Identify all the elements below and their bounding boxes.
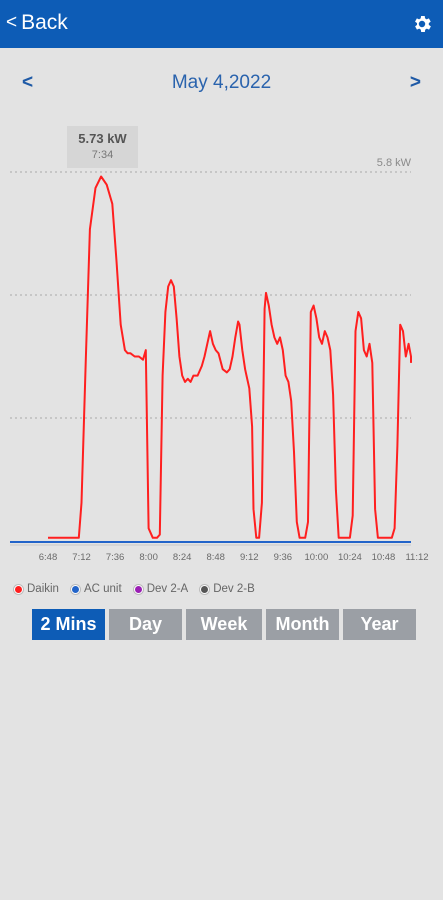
legend-label: Dev 2-B [213, 583, 255, 595]
x-tick-label: 8:48 [206, 552, 225, 563]
period-button-2-mins[interactable]: 2 Mins [32, 609, 105, 640]
x-tick-label: 6:48 [39, 552, 58, 563]
tooltip-time: 7:34 [91, 149, 114, 161]
power-chart[interactable]: 5.8 kW 6:48 7:12 7:36 8:00 8:24 8:48 9:12 9:36 10… [0, 0, 443, 575]
current-date[interactable]: May 4,2022 [171, 72, 272, 93]
chart-legend: Daikin AC unit Dev 2-A Dev 2-B [14, 580, 267, 598]
y-max-label: 5.8 kW [377, 157, 412, 169]
previous-date-button[interactable]: < [22, 72, 34, 93]
legend-dot-icon [14, 584, 23, 594]
chart-tooltip: 5.73 kW 7:34 [67, 126, 138, 168]
legend-dot-icon [133, 584, 143, 594]
legend-label: Daikin [27, 583, 59, 595]
x-tick-label: 10:24 [338, 552, 362, 563]
legend-label: Dev 2-A [146, 583, 189, 595]
back-label: Back [21, 11, 68, 34]
period-button-week[interactable]: Week [186, 609, 262, 640]
legend-item-daikin[interactable]: Daikin [14, 583, 59, 595]
next-date-button[interactable]: > [409, 72, 421, 93]
x-tick-label: 9:12 [240, 552, 259, 563]
settings-button[interactable] [411, 13, 433, 35]
x-tick-label: 7:12 [72, 552, 91, 563]
legend-dot-icon [70, 584, 80, 594]
legend-item-dev-2-b[interactable]: Dev 2-B [200, 583, 255, 595]
back-button[interactable]: < Back [6, 11, 68, 35]
legend-label: AC unit [83, 583, 122, 595]
series-line-daikin [48, 175, 412, 539]
legend-item-ac-unit[interactable]: AC unit [70, 583, 122, 595]
x-tick-label: 10:00 [304, 552, 328, 563]
legend-dot-icon [200, 584, 210, 594]
x-tick-label: 8:24 [173, 552, 192, 563]
tooltip-value: 5.73 kW [78, 131, 127, 146]
x-tick-label: 10:48 [372, 552, 396, 563]
x-tick-label: 7:36 [106, 552, 125, 563]
period-button-month[interactable]: Month [266, 609, 339, 640]
legend-item-dev-2-a[interactable]: Dev 2-A [133, 583, 189, 595]
period-button-day[interactable]: Day [109, 609, 182, 640]
top-bar: < Back [0, 0, 443, 48]
x-tick-label: 9:36 [274, 552, 293, 563]
x-tick-label: 11:12 [405, 552, 428, 563]
date-navigator: < May 4,2022 > [0, 68, 443, 100]
gear-icon [415, 16, 431, 32]
chevron-left-icon: < [6, 12, 18, 33]
period-selector: 2 Mins Day Week Month Year [32, 609, 420, 640]
period-button-year[interactable]: Year [343, 609, 416, 640]
x-tick-label: 8:00 [139, 552, 158, 563]
